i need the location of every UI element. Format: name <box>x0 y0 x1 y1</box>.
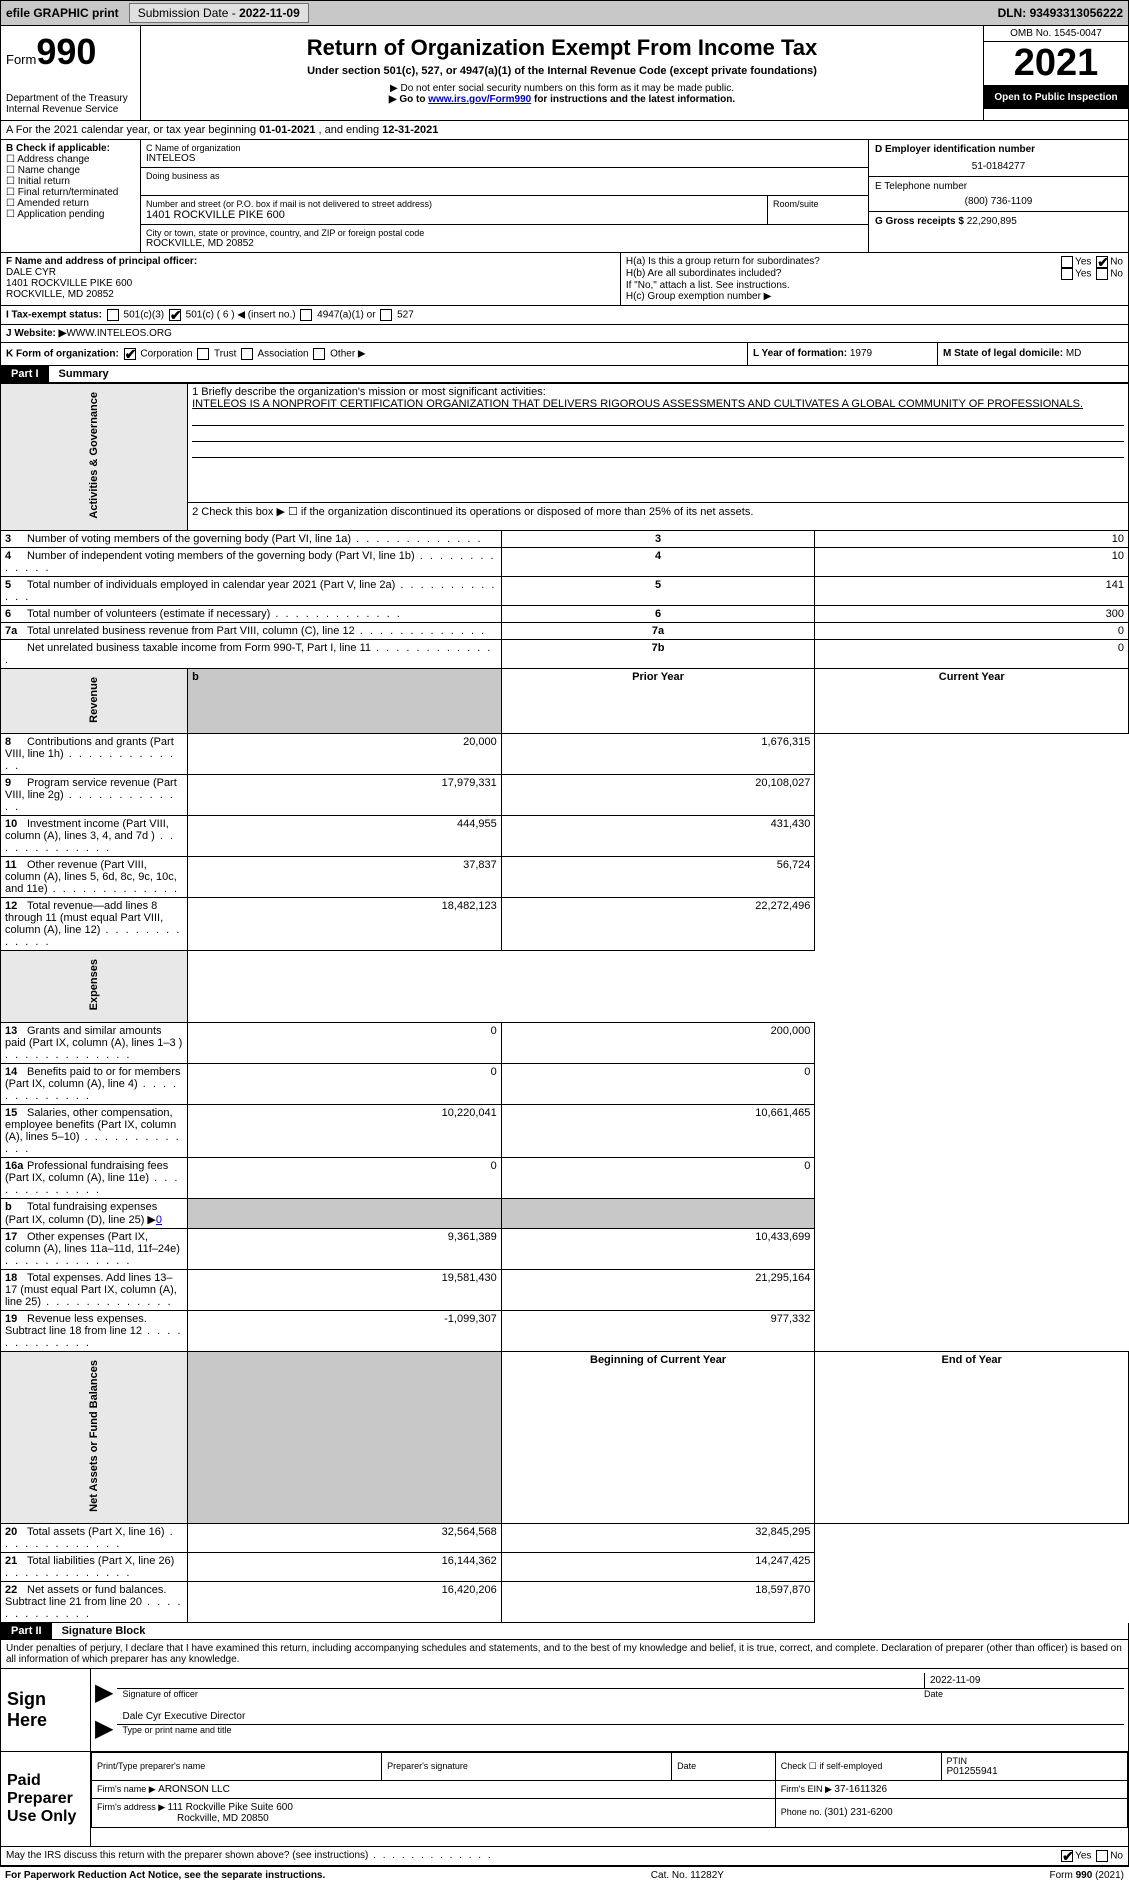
table-row: 20Total assets (Part X, line 16)32,564,5… <box>1 1523 1129 1552</box>
arrow-icon: ▶ <box>95 1687 117 1699</box>
table-row: bTotal fundraising expenses (Part IX, co… <box>1 1198 1129 1228</box>
website: WWW.INTELEOS.ORG <box>66 328 172 339</box>
row-klm: K Form of organization: Corporation Trus… <box>0 343 1129 366</box>
form-subtitle: Under section 501(c), 527, or 4947(a)(1)… <box>146 65 978 77</box>
block-fh: F Name and address of principal officer:… <box>0 253 1129 306</box>
officer-name-title: Dale Cyr Executive Director <box>117 1709 250 1724</box>
chk-name[interactable]: ☐ Name change <box>6 165 135 176</box>
line-2: 2 Check this box ▶ ☐ if the organization… <box>188 503 1129 530</box>
section-bcd: B Check if applicable: ☐ Address change … <box>0 140 1129 253</box>
org-city: ROCKVILLE, MD 20852 <box>146 238 863 249</box>
omb-number: OMB No. 1545-0047 <box>984 26 1128 42</box>
chk-pending[interactable]: ☐ Application pending <box>6 209 135 220</box>
chk-amended[interactable]: ☐ Amended return <box>6 198 135 209</box>
h-a: H(a) Is this a group return for subordin… <box>626 256 820 268</box>
tab-revenue: Revenue <box>88 671 100 729</box>
table-row: 4Number of independent voting members of… <box>1 547 1129 576</box>
irs-label: Internal Revenue Service <box>6 104 135 115</box>
officer-name: DALE CYR <box>6 267 615 278</box>
table-row: 12Total revenue—add lines 8 through 11 (… <box>1 898 1129 951</box>
table-row: 3Number of voting members of the governi… <box>1 530 1129 547</box>
org-street: 1401 ROCKVILLE PIKE 600 <box>146 209 762 221</box>
table-row: Net unrelated business taxable income fr… <box>1 639 1129 668</box>
h-c: H(c) Group exemption number ▶ <box>626 291 1123 302</box>
mission-text: INTELEOS IS A NONPROFIT CERTIFICATION OR… <box>192 398 1124 410</box>
table-row: 14Benefits paid to or for members (Part … <box>1 1063 1129 1104</box>
line-a: A For the 2021 calendar year, or tax yea… <box>0 121 1129 140</box>
phone: (800) 736-1109 <box>875 196 1122 207</box>
firm-ein: 37-1611326 <box>834 1784 887 1795</box>
top-bar: efile GRAPHIC print Submission Date - 20… <box>0 0 1129 26</box>
row-j: J Website: ▶ WWW.INTELEOS.ORG <box>0 325 1129 343</box>
paid-preparer-block: Paid Preparer Use Only Print/Type prepar… <box>0 1752 1129 1847</box>
ptin: P01255941 <box>947 1766 1123 1777</box>
firm-name: ARONSON LLC <box>158 1784 230 1795</box>
col-b: B Check if applicable: ☐ Address change … <box>1 140 141 252</box>
tab-activities: Activities & Governance <box>88 386 100 525</box>
table-row: 8Contributions and grants (Part VIII, li… <box>1 734 1129 775</box>
table-row: 19Revenue less expenses. Subtract line 1… <box>1 1310 1129 1351</box>
table-row: 5Total number of individuals employed in… <box>1 576 1129 605</box>
table-row: 6Total number of volunteers (estimate if… <box>1 605 1129 622</box>
part-i-header: Part I Summary <box>0 366 1129 383</box>
col-c: C Name of organization INTELEOS Doing bu… <box>141 140 868 252</box>
org-name: INTELEOS <box>146 153 863 164</box>
table-row: 11Other revenue (Part VIII, column (A), … <box>1 857 1129 898</box>
note-link: ▶ Go to www.irs.gov/Form990 for instruct… <box>146 94 978 105</box>
table-row: 21Total liabilities (Part X, line 26)16,… <box>1 1552 1129 1581</box>
col-d: D Employer identification number 51-0184… <box>868 140 1128 252</box>
penalty-statement: Under penalties of perjury, I declare th… <box>0 1640 1129 1669</box>
h-note: If "No," attach a list. See instructions… <box>626 280 1123 291</box>
discuss-no[interactable] <box>1096 1850 1108 1862</box>
summary-table: Activities & Governance 1 Briefly descri… <box>0 383 1129 1623</box>
table-row: 22Net assets or fund balances. Subtract … <box>1 1581 1129 1622</box>
table-row: 10Investment income (Part VIII, column (… <box>1 816 1129 857</box>
open-inspection: Open to Public Inspection <box>984 86 1128 109</box>
form-title: Return of Organization Exempt From Incom… <box>146 35 978 61</box>
efile-label: efile GRAPHIC print <box>6 6 119 20</box>
sig-date: 2022-11-09 <box>924 1673 1124 1688</box>
note-ssn: ▶ Do not enter social security numbers o… <box>146 83 978 94</box>
table-row: 17Other expenses (Part IX, column (A), l… <box>1 1228 1129 1269</box>
tab-netassets: Net Assets or Fund Balances <box>88 1354 100 1518</box>
form-header: Form990 Department of the Treasury Inter… <box>0 26 1129 121</box>
chk-address[interactable]: ☐ Address change <box>6 154 135 165</box>
dept-treasury: Department of the Treasury <box>6 93 135 104</box>
table-row: 16aProfessional fundraising fees (Part I… <box>1 1157 1129 1198</box>
sign-here-block: Sign Here ▶ 2022-11-09 Signature of offi… <box>0 1669 1129 1752</box>
part-ii-header: Part II Signature Block <box>0 1623 1129 1640</box>
table-row: 7aTotal unrelated business revenue from … <box>1 622 1129 639</box>
discuss-row: May the IRS discuss this return with the… <box>0 1847 1129 1866</box>
dln: DLN: 93493313056222 <box>998 6 1123 20</box>
table-row: 9Program service revenue (Part VIII, lin… <box>1 775 1129 816</box>
row-i: I Tax-exempt status: 501(c)(3) 501(c) ( … <box>0 306 1129 325</box>
footer: For Paperwork Reduction Act Notice, see … <box>0 1866 1129 1884</box>
gross-receipts: 22,290,895 <box>967 216 1017 227</box>
table-row: 15Salaries, other compensation, employee… <box>1 1104 1129 1157</box>
h-b: H(b) Are all subordinates included? <box>626 268 782 280</box>
preparer-table: Print/Type preparer's name Preparer's si… <box>91 1752 1128 1828</box>
firm-phone: (301) 231-6200 <box>824 1807 892 1818</box>
form-number: Form990 <box>6 31 135 73</box>
table-row: 18Total expenses. Add lines 13–17 (must … <box>1 1269 1129 1310</box>
arrow-icon: ▶ <box>95 1723 117 1735</box>
discuss-yes[interactable] <box>1061 1850 1073 1862</box>
tax-year: 2021 <box>984 42 1128 86</box>
chk-initial[interactable]: ☐ Initial return <box>6 176 135 187</box>
irs-link[interactable]: www.irs.gov/Form990 <box>428 94 531 105</box>
table-row: 13Grants and similar amounts paid (Part … <box>1 1022 1129 1063</box>
tab-expenses: Expenses <box>88 953 100 1016</box>
chk-final[interactable]: ☐ Final return/terminated <box>6 187 135 198</box>
submission-date: Submission Date - 2022-11-09 <box>129 3 309 23</box>
ein: 51-0184277 <box>875 161 1122 172</box>
